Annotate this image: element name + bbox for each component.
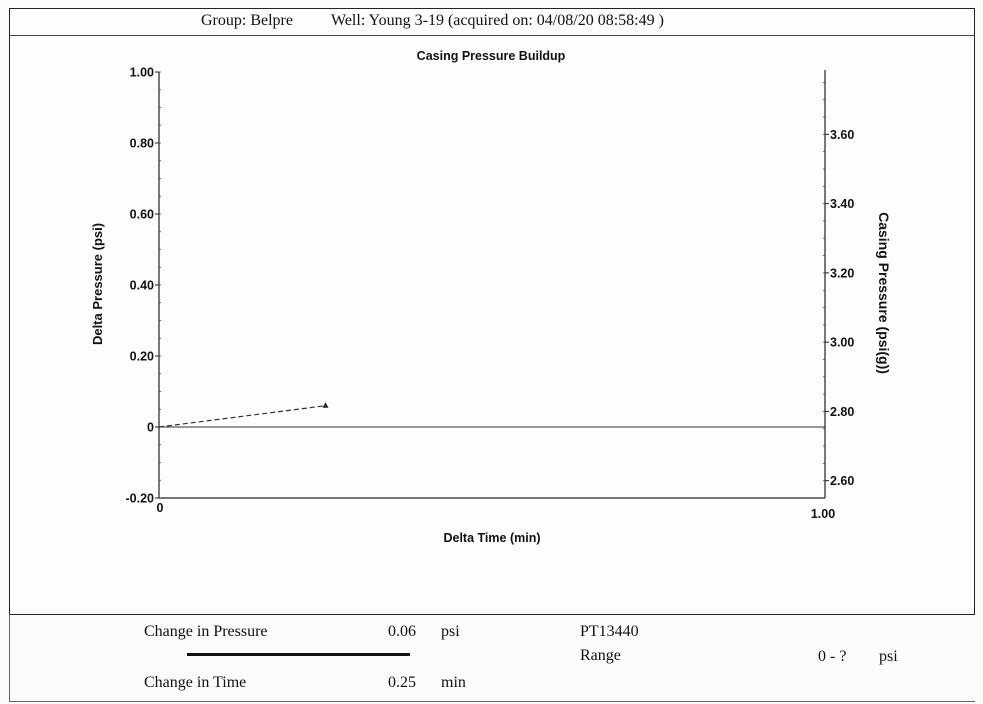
chart-title: Casing Pressure Buildup <box>417 49 566 63</box>
change-in-time-value: 0.25 <box>388 674 416 691</box>
x-axis-label: Delta Time (min) <box>443 531 540 545</box>
y-tick-label: 0.80 <box>130 137 154 151</box>
y-tick-label: 0 <box>147 421 154 435</box>
change-in-time-unit: min <box>441 674 466 691</box>
y-tick-label: 0.20 <box>130 350 154 364</box>
well-label: Well: Young 3-19 (acquired on: 04/08/20 … <box>331 12 664 29</box>
y2-tick-label: 3.00 <box>830 336 854 350</box>
data-point-marker <box>322 402 329 408</box>
y2-tick-label: 3.40 <box>830 197 854 211</box>
y-tick-label: 0.60 <box>130 208 154 222</box>
y2-tick-label: 3.20 <box>830 266 854 280</box>
x-tick-label: 1.00 <box>811 507 835 521</box>
y2-tick-label: 2.80 <box>830 405 854 419</box>
y-tick-label: -0.20 <box>126 492 155 506</box>
data-marks <box>158 402 825 428</box>
chart-frame <box>9 8 975 615</box>
range-label: Range <box>580 647 621 664</box>
y-tick-label: 0.40 <box>130 279 154 293</box>
y-tick-label: 1.00 <box>130 66 154 80</box>
change-in-time-label: Change in Time <box>144 674 247 691</box>
x-tick-label: 0 <box>157 501 164 515</box>
change-in-pressure-unit: psi <box>441 623 460 640</box>
header-divider <box>10 35 975 36</box>
range-unit: psi <box>879 648 898 665</box>
y2-tick-label: 3.60 <box>830 128 854 142</box>
range-value: 0 - ? <box>818 648 847 665</box>
change-in-pressure-label: Change in Pressure <box>144 623 268 640</box>
group-label: Group: Belpre <box>201 12 293 29</box>
series-line <box>158 405 326 428</box>
y2-axis-label: Casing Pressure (psi(g)) <box>876 212 892 374</box>
change-in-pressure-value: 0.06 <box>388 623 416 640</box>
axes: 1.000.800.600.400.200-0.203.603.403.203.… <box>126 66 855 522</box>
fraction-rule <box>187 653 410 656</box>
y-axis-label: Delta Pressure (psi) <box>90 223 105 345</box>
sensor-id: PT13440 <box>580 623 639 640</box>
summary-panel <box>9 614 975 702</box>
y2-tick-label: 2.60 <box>830 474 854 488</box>
